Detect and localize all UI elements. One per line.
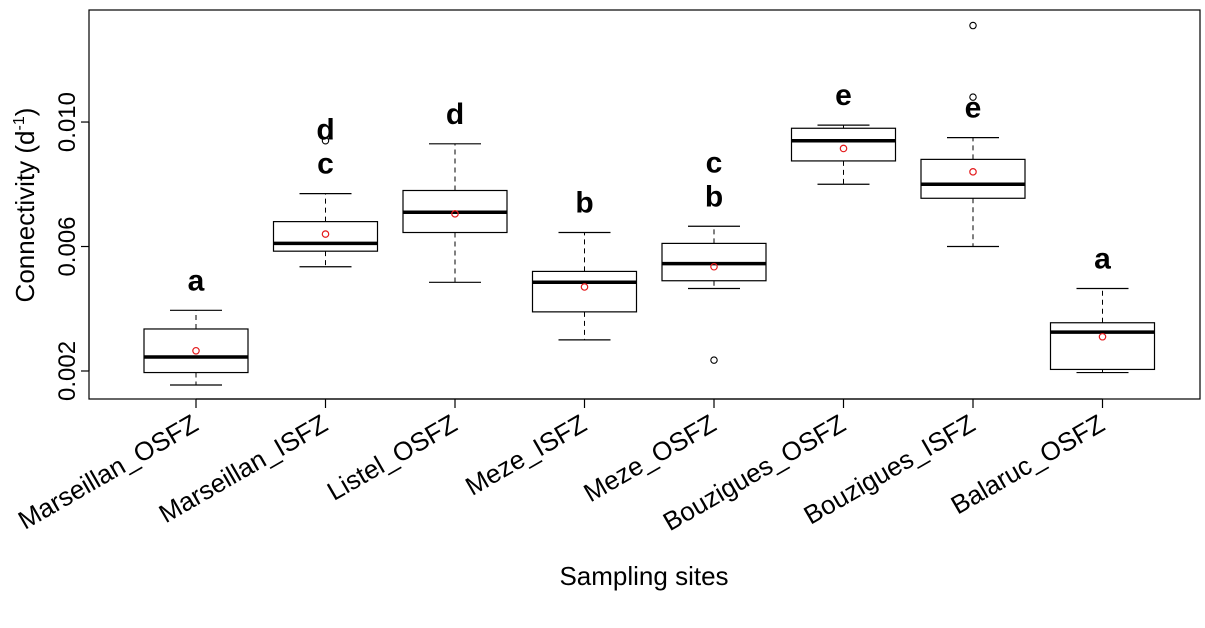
mean-point — [451, 210, 459, 218]
y-axis-title: Connectivity (d-1) — [10, 108, 40, 303]
iqr-box — [531, 270, 638, 313]
box-Balaruc_OSFZ: a — [1049, 243, 1156, 374]
group-letter: d — [446, 98, 464, 131]
box-Bouzigues_ISFZ: e — [920, 21, 1026, 248]
group-letter: e — [965, 92, 982, 125]
box-Listel_OSFZ: d — [402, 98, 508, 283]
group-letter: b — [575, 187, 593, 220]
mean-point — [321, 230, 330, 238]
outlier-point — [321, 136, 330, 145]
box-Marseillan_ISFZ: dc — [272, 114, 379, 268]
y-axis-title-main: Connectivity (d — [10, 130, 40, 302]
group-letter: b — [705, 180, 723, 213]
y-axis: 0.002 0.006 0.010 — [54, 92, 90, 401]
mean-point — [839, 144, 848, 153]
iqr-box — [272, 221, 379, 252]
box-Marseillan_OSFZ: a — [143, 264, 249, 386]
group-letter: c — [317, 148, 334, 181]
box-Meze_OSFZ: cb — [661, 146, 767, 364]
plot-frame — [88, 9, 1201, 400]
outlier-point — [710, 356, 718, 364]
y-axis-title-close: ) — [10, 108, 40, 117]
outlier-point — [969, 21, 977, 30]
x-axis: Marseillan_OSFZMarseillan_ISFZListel_OSF… — [13, 398, 1110, 537]
group-letter: a — [188, 264, 205, 297]
iqr-box — [790, 127, 897, 162]
y-tick-label: 0.002 — [54, 341, 81, 401]
mean-point — [192, 346, 200, 355]
x-axis-title: Sampling sites — [559, 561, 728, 591]
mean-point — [969, 168, 977, 176]
y-tick-label: 0.010 — [54, 92, 81, 152]
y-tick-label: 0.006 — [54, 216, 81, 276]
group-letter: e — [835, 79, 852, 112]
outlier-point — [969, 93, 977, 101]
iqr-box — [1049, 322, 1156, 371]
iqr-box — [920, 158, 1026, 199]
group-letter: d — [316, 114, 334, 147]
iqr-box — [143, 328, 249, 374]
group-letter: a — [1094, 243, 1111, 276]
mean-point — [710, 262, 718, 271]
mean-point — [1098, 332, 1107, 341]
x-tick-label: Meze_ISFZ — [460, 408, 591, 501]
x-tick-label: Listel_OSFZ — [322, 408, 462, 506]
mean-point — [580, 283, 589, 291]
box-Meze_ISFZ: b — [531, 187, 638, 341]
box-Bouzigues_OSFZ: e — [790, 79, 897, 185]
y-axis-title-sup: -1 — [11, 116, 28, 130]
group-letter: c — [706, 146, 723, 179]
